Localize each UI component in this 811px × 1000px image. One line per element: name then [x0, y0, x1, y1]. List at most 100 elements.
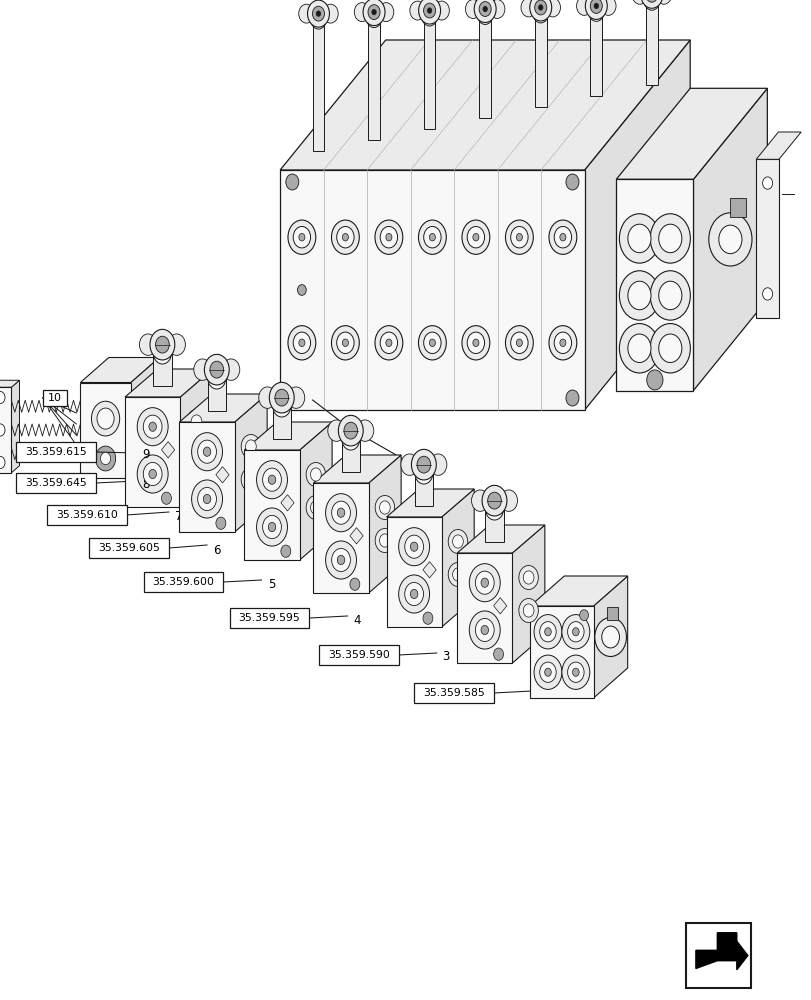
- Circle shape: [96, 446, 115, 471]
- Circle shape: [579, 610, 588, 621]
- Circle shape: [245, 473, 256, 486]
- Circle shape: [245, 440, 256, 453]
- Circle shape: [293, 332, 310, 354]
- Bar: [144, 572, 223, 592]
- Circle shape: [646, 370, 662, 390]
- Circle shape: [156, 336, 169, 353]
- Circle shape: [203, 494, 211, 504]
- Circle shape: [312, 6, 324, 21]
- Circle shape: [658, 334, 681, 363]
- Circle shape: [285, 174, 298, 190]
- Polygon shape: [423, 562, 436, 578]
- Polygon shape: [179, 394, 267, 422]
- Circle shape: [366, 8, 381, 28]
- Text: 35.359.605: 35.359.605: [98, 543, 160, 553]
- Bar: [607, 607, 617, 620]
- Circle shape: [371, 9, 375, 15]
- Circle shape: [529, 0, 551, 21]
- Circle shape: [363, 0, 384, 26]
- Circle shape: [469, 611, 500, 649]
- Circle shape: [137, 455, 168, 493]
- Circle shape: [241, 434, 260, 458]
- Circle shape: [448, 530, 467, 554]
- Circle shape: [337, 508, 345, 517]
- Circle shape: [262, 468, 281, 491]
- Circle shape: [380, 332, 397, 354]
- Bar: [89, 538, 169, 558]
- Circle shape: [0, 424, 5, 436]
- Circle shape: [341, 428, 359, 450]
- Circle shape: [256, 508, 287, 546]
- Circle shape: [216, 517, 225, 529]
- Circle shape: [418, 0, 440, 24]
- Circle shape: [331, 220, 358, 254]
- Polygon shape: [281, 495, 294, 511]
- Circle shape: [472, 233, 478, 241]
- Circle shape: [640, 0, 662, 8]
- Circle shape: [708, 213, 751, 266]
- Bar: [367, 18, 380, 140]
- Circle shape: [658, 224, 681, 253]
- Circle shape: [466, 226, 484, 248]
- Text: 4: 4: [353, 613, 360, 626]
- Circle shape: [262, 515, 281, 539]
- Text: 35.359.585: 35.359.585: [423, 688, 484, 698]
- Text: 7: 7: [174, 510, 182, 524]
- Bar: [341, 439, 359, 472]
- Circle shape: [544, 668, 551, 676]
- Circle shape: [627, 224, 650, 253]
- Circle shape: [480, 625, 488, 635]
- Circle shape: [418, 220, 446, 254]
- Circle shape: [293, 226, 310, 248]
- Circle shape: [510, 332, 527, 354]
- Circle shape: [516, 233, 521, 241]
- Circle shape: [378, 3, 393, 22]
- Circle shape: [565, 174, 578, 190]
- Circle shape: [658, 281, 681, 310]
- Circle shape: [448, 562, 467, 586]
- Polygon shape: [616, 88, 766, 179]
- Circle shape: [194, 359, 211, 380]
- Circle shape: [510, 226, 527, 248]
- Circle shape: [268, 475, 276, 484]
- Circle shape: [281, 545, 290, 557]
- Bar: [0, 387, 11, 473]
- Text: 3: 3: [442, 650, 449, 664]
- Circle shape: [241, 467, 260, 491]
- Circle shape: [631, 0, 646, 4]
- Circle shape: [553, 226, 571, 248]
- Circle shape: [137, 408, 168, 446]
- Polygon shape: [280, 40, 689, 170]
- Circle shape: [203, 447, 211, 456]
- Bar: [530, 606, 593, 698]
- Polygon shape: [131, 358, 159, 478]
- Circle shape: [379, 501, 390, 514]
- Circle shape: [423, 226, 440, 248]
- Circle shape: [471, 490, 488, 511]
- Circle shape: [285, 390, 298, 406]
- Circle shape: [627, 281, 650, 310]
- Circle shape: [414, 462, 432, 484]
- Bar: [313, 483, 368, 593]
- Circle shape: [650, 271, 689, 320]
- Circle shape: [539, 622, 556, 642]
- Bar: [485, 509, 503, 542]
- Circle shape: [375, 220, 402, 254]
- Circle shape: [433, 1, 448, 20]
- Circle shape: [410, 589, 418, 599]
- Circle shape: [298, 4, 314, 23]
- Polygon shape: [80, 358, 159, 383]
- Circle shape: [150, 329, 174, 360]
- Bar: [179, 422, 234, 532]
- Bar: [319, 645, 398, 665]
- Circle shape: [594, 3, 598, 9]
- Bar: [729, 198, 744, 217]
- Circle shape: [328, 420, 345, 441]
- Bar: [16, 442, 96, 462]
- Text: 6: 6: [212, 544, 220, 556]
- Circle shape: [288, 220, 315, 254]
- Circle shape: [418, 326, 446, 360]
- Circle shape: [101, 452, 110, 465]
- Bar: [646, 1, 657, 85]
- Circle shape: [210, 361, 223, 378]
